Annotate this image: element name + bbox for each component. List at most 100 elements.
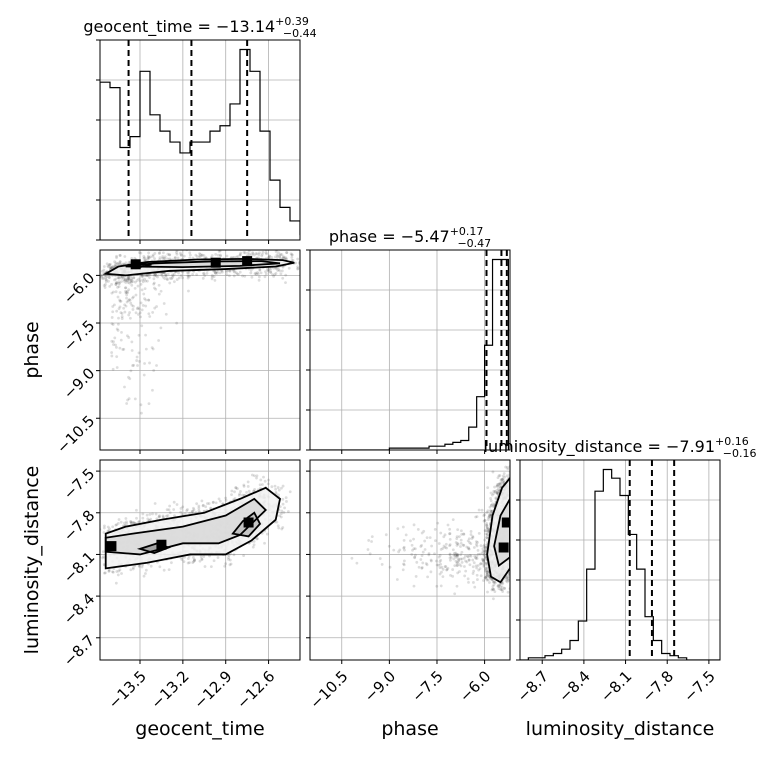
sample-point <box>258 483 262 487</box>
sample-point <box>495 483 499 487</box>
sample-point <box>456 571 460 575</box>
sample-point <box>483 519 487 522</box>
sample-point <box>136 306 140 310</box>
sample-point <box>140 324 144 328</box>
sample-point <box>449 573 452 577</box>
sample-point <box>456 553 460 557</box>
sample-point <box>279 272 283 276</box>
sample-point <box>162 302 166 305</box>
sample-point <box>482 558 486 562</box>
sample-point <box>276 486 280 489</box>
sample-point <box>429 558 433 562</box>
sample-point <box>459 529 463 533</box>
sample-point <box>487 529 490 533</box>
sample-point <box>126 279 129 283</box>
sample-point <box>250 275 254 279</box>
sample-point <box>485 510 489 514</box>
sample-point <box>161 515 165 519</box>
sample-point <box>102 284 106 287</box>
sample-point <box>419 558 423 561</box>
sample-point <box>188 253 192 257</box>
sample-point <box>104 280 108 284</box>
sample-point <box>136 364 139 367</box>
sample-point <box>388 565 392 569</box>
sample-point <box>132 276 136 280</box>
sample-point <box>143 287 147 291</box>
sample-point <box>479 574 483 578</box>
sample-point <box>263 275 267 279</box>
sample-point <box>130 278 134 282</box>
sample-point <box>118 568 122 572</box>
sample-point <box>130 283 134 287</box>
sample-point <box>251 252 255 256</box>
sample-point <box>413 555 417 559</box>
sample-point <box>209 565 213 569</box>
sample-point <box>276 254 280 258</box>
sample-point <box>427 553 431 557</box>
sample-point <box>102 526 106 530</box>
sample-point <box>197 255 201 258</box>
sample-point <box>195 255 199 258</box>
sample-point <box>460 557 464 561</box>
sample-point <box>484 576 487 579</box>
sample-point <box>484 575 488 579</box>
sample-point <box>455 535 459 539</box>
sample-point <box>417 565 421 569</box>
sample-point <box>409 539 412 543</box>
sample-point <box>479 544 483 547</box>
sample-point <box>281 502 285 506</box>
sample-point <box>119 262 122 266</box>
sample-point <box>426 575 430 579</box>
sample-point <box>147 402 151 406</box>
sample-point <box>127 277 131 280</box>
sample-point <box>456 560 459 564</box>
sample-point <box>195 273 199 277</box>
sample-point <box>122 347 126 351</box>
sample-point <box>128 311 131 314</box>
sample-point <box>284 273 288 277</box>
sample-point <box>467 558 471 562</box>
sample-point <box>505 574 509 578</box>
sample-point <box>164 273 168 277</box>
sample-point <box>227 554 231 557</box>
sample-point <box>475 554 479 558</box>
sample-point <box>296 267 300 271</box>
sample-point <box>237 493 241 497</box>
sample-point <box>126 291 129 295</box>
sample-point <box>460 560 464 564</box>
sample-point <box>125 291 128 294</box>
sample-point <box>420 554 424 558</box>
sample-point <box>168 281 172 285</box>
sample-point <box>188 256 192 260</box>
sample-point <box>247 250 251 253</box>
sample-point <box>105 278 108 282</box>
sample-point <box>435 584 439 588</box>
sample-point <box>285 500 288 503</box>
sample-point <box>144 568 148 572</box>
sample-point <box>122 306 126 310</box>
sample-point <box>414 575 418 578</box>
sample-point <box>355 561 359 565</box>
sample-point <box>108 276 111 279</box>
sample-point <box>370 535 374 539</box>
sample-point <box>402 562 405 566</box>
sample-point <box>148 361 151 365</box>
sample-point <box>485 570 489 574</box>
sample-point <box>177 271 180 275</box>
sample-point <box>113 260 117 264</box>
sample-point <box>128 298 132 302</box>
sample-point <box>213 269 216 273</box>
sample-point <box>472 546 476 549</box>
sample-point <box>103 571 106 575</box>
sample-point <box>213 278 217 282</box>
sample-point <box>214 271 217 275</box>
sample-point <box>506 590 510 594</box>
sample-point <box>202 254 206 257</box>
sample-point <box>475 566 479 570</box>
sample-point <box>149 564 153 568</box>
sample-point <box>188 511 192 515</box>
sample-point <box>133 397 137 401</box>
sample-point <box>412 537 415 541</box>
sample-point <box>197 504 201 508</box>
sample-point <box>439 584 443 588</box>
